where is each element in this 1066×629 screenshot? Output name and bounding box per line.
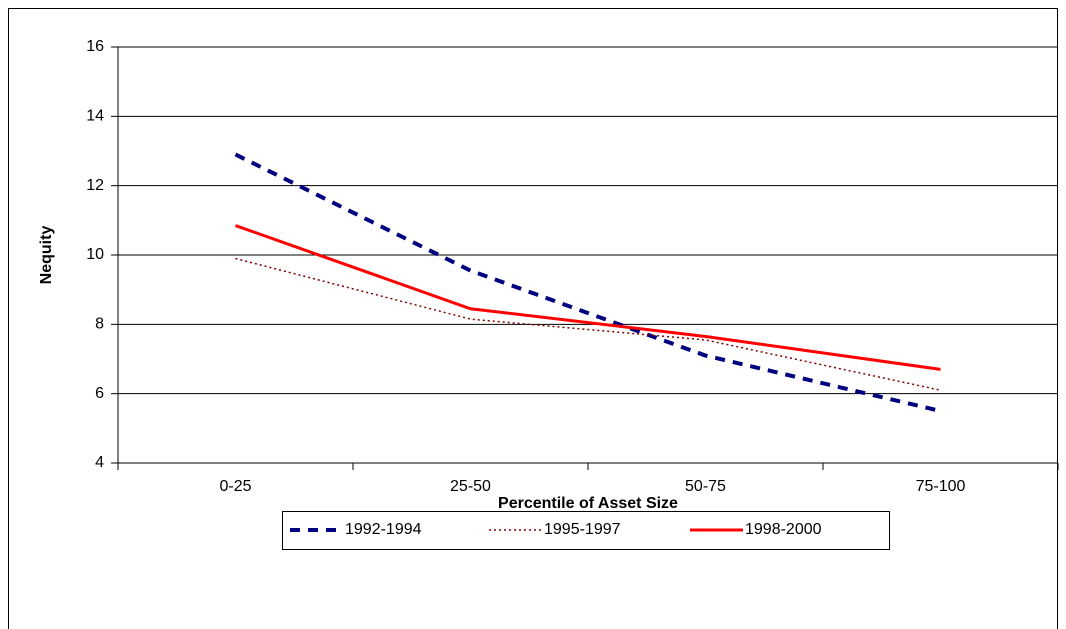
legend-box <box>282 511 890 550</box>
y-axis-title: Nequity <box>38 226 55 285</box>
x-tick-label: 75-100 <box>916 478 966 495</box>
series-line <box>234 152 941 413</box>
y-tick-label: 10 <box>86 246 104 263</box>
y-tick-label: 16 <box>86 38 104 55</box>
x-tick-label: 0-25 <box>219 478 251 495</box>
y-tick-label: 6 <box>95 385 104 402</box>
x-axis-title: Percentile of Asset Size <box>498 495 678 512</box>
y-tick-label: 4 <box>95 454 104 471</box>
y-tick-label: 12 <box>86 177 104 194</box>
y-tick-label: 8 <box>95 316 104 333</box>
legend-label: 1992-1994 <box>345 521 422 538</box>
legend-label: 1995-1997 <box>544 521 621 538</box>
x-tick-label: 50-75 <box>685 478 726 495</box>
chart-frame <box>8 8 1058 629</box>
series-line <box>234 224 941 371</box>
x-tick-label: 25-50 <box>450 478 491 495</box>
series-line <box>235 257 941 391</box>
legend-label: 1998-2000 <box>745 521 822 538</box>
y-tick-label: 14 <box>86 108 104 125</box>
